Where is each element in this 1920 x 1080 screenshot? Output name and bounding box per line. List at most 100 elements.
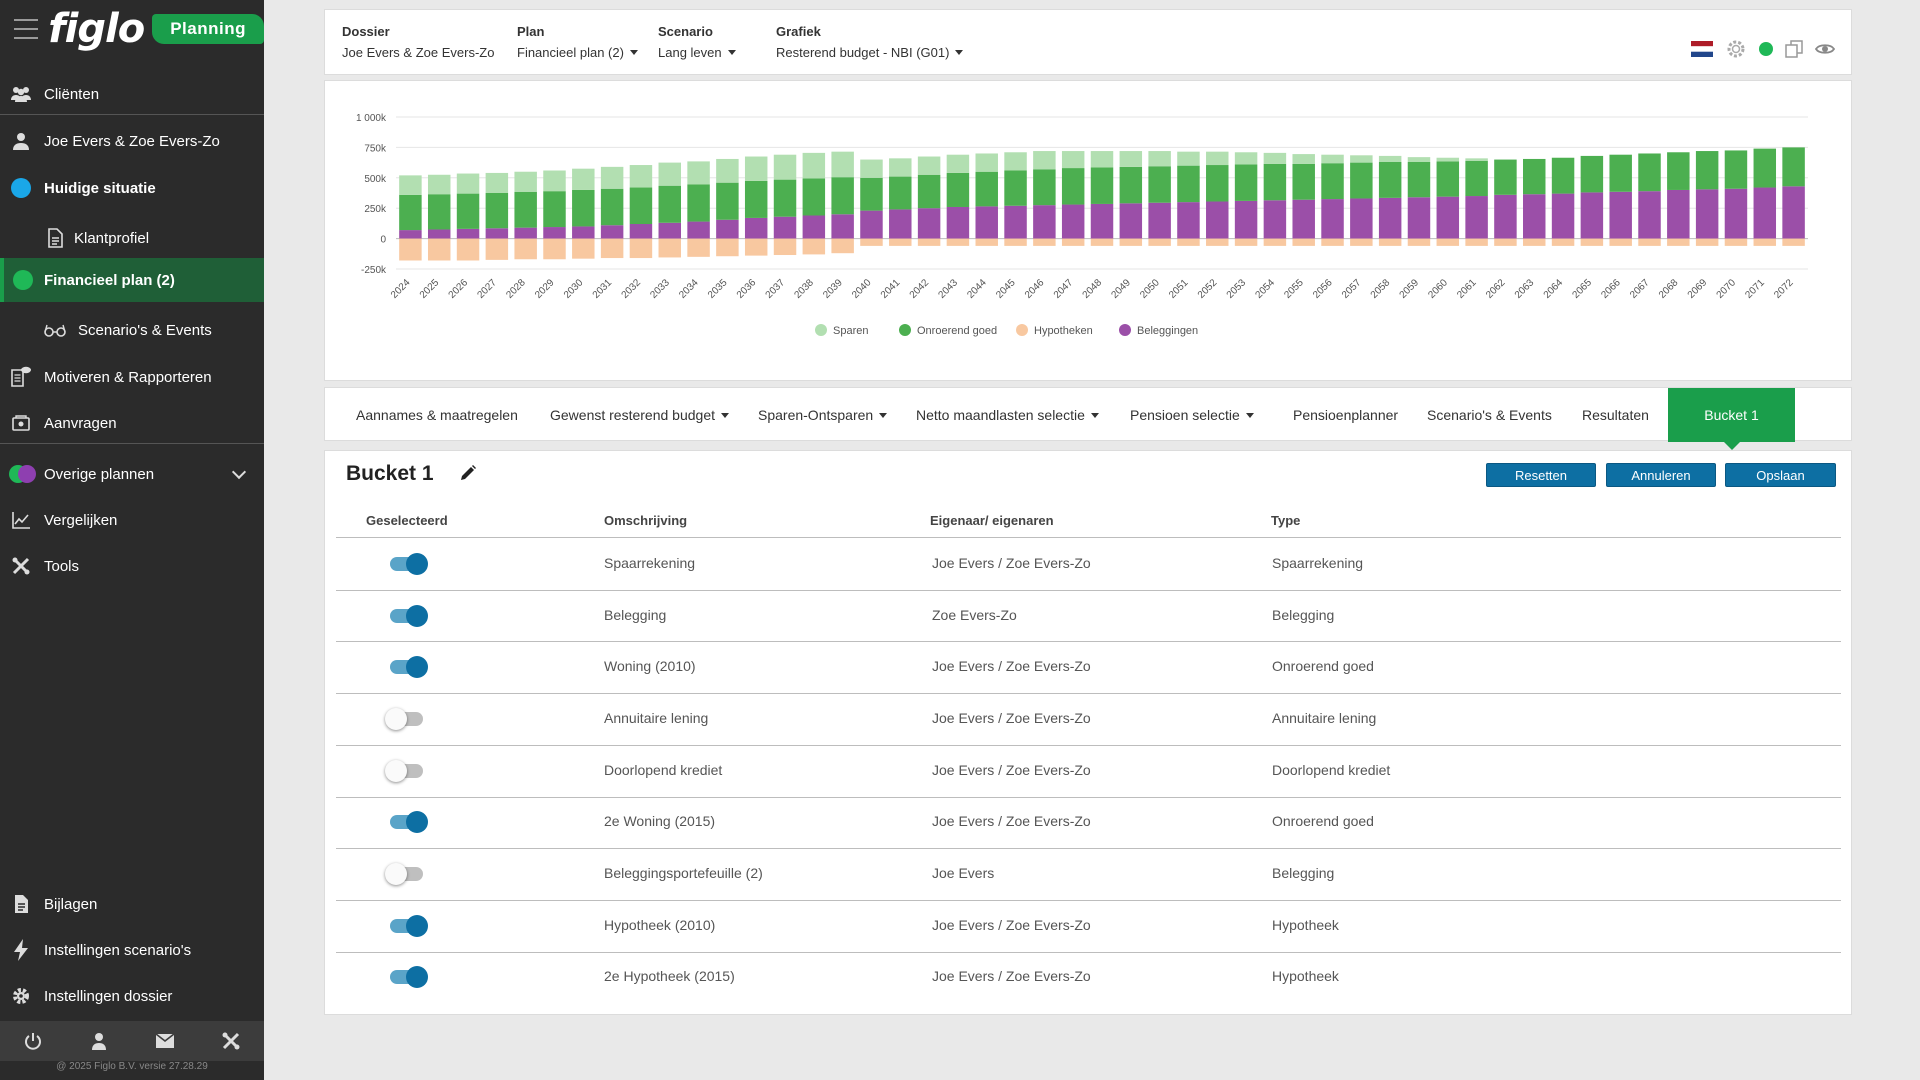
x-tick-label: 2035 xyxy=(706,277,730,301)
bar-beleggingen xyxy=(1407,197,1431,239)
sidebar-item-dossier-settings[interactable]: Instellingen dossier xyxy=(0,974,264,1018)
sidebar-item-other-plans[interactable]: Overige plannen xyxy=(0,452,264,496)
x-tick-label: 2024 xyxy=(389,277,413,301)
tab-label: Aannames & maatregelen xyxy=(356,407,518,423)
inbox-icon xyxy=(10,412,32,434)
tools-icon[interactable] xyxy=(220,1030,242,1052)
sidebar-item-scenario-settings[interactable]: Instellingen scenario's xyxy=(0,928,264,972)
sidebar-item-clients[interactable]: Cliënten xyxy=(0,72,264,116)
bar-onroerend-goed xyxy=(1782,147,1805,187)
reset-button[interactable]: Resetten xyxy=(1486,463,1596,487)
sidebar-item-compare[interactable]: Vergelijken xyxy=(0,498,264,542)
bar-sparen xyxy=(1119,151,1143,167)
mail-icon[interactable] xyxy=(154,1030,176,1052)
selected-toggle[interactable] xyxy=(390,552,428,575)
bar-onroerend-goed xyxy=(744,180,768,218)
selected-toggle[interactable] xyxy=(390,604,428,627)
sidebar-item-person[interactable]: Joe Evers & Zoe Evers-Zo xyxy=(0,119,264,163)
chart-label: Grafiek xyxy=(776,24,821,39)
sidebar-item-financial-plan[interactable]: Financieel plan (2) xyxy=(0,258,264,302)
copy-icon[interactable] xyxy=(1785,40,1803,61)
sidebar-item-tools[interactable]: Tools xyxy=(0,544,264,588)
dossier-label: Dossier xyxy=(342,24,390,39)
edit-pencil-icon[interactable] xyxy=(459,464,477,485)
tab-pension-planner[interactable]: Pensioenplanner xyxy=(1293,388,1398,442)
tab-pension-selection[interactable]: Pensioen selectie xyxy=(1130,388,1254,442)
chart-select[interactable]: Resterend budget - NBI (G01) xyxy=(776,45,964,60)
x-tick-label: 2072 xyxy=(1772,277,1796,301)
toggle-knob xyxy=(406,966,428,989)
divider xyxy=(0,114,264,115)
users-icon xyxy=(10,83,32,105)
x-tick-label: 2039 xyxy=(821,277,845,301)
bar-sparen xyxy=(1090,151,1114,168)
divider xyxy=(0,443,264,444)
eye-icon[interactable] xyxy=(1814,42,1836,59)
bar-beleggingen xyxy=(1321,199,1344,239)
bar-beleggingen xyxy=(1061,204,1085,239)
x-tick-label: 2027 xyxy=(475,277,499,301)
sidebar-item-label: Scenario's & Events xyxy=(78,321,212,339)
tab-scenarios-events[interactable]: Scenario's & Events xyxy=(1427,388,1552,442)
settings-gear-icon[interactable] xyxy=(1725,38,1747,63)
bucket-panel xyxy=(324,450,1852,1015)
sidebar-item-requests[interactable]: Aanvragen xyxy=(0,401,264,445)
selected-toggle[interactable] xyxy=(390,966,428,989)
x-tick-label: 2044 xyxy=(965,277,989,301)
save-button[interactable]: Opslaan xyxy=(1725,463,1836,487)
caret-down-icon xyxy=(955,50,964,55)
selected-toggle[interactable] xyxy=(390,811,428,834)
bar-hypotheken xyxy=(1580,238,1604,246)
bar-hypotheken xyxy=(975,238,998,246)
cancel-button[interactable]: Annuleren xyxy=(1606,463,1716,487)
bar-onroerend-goed xyxy=(543,191,566,228)
legend-label: Onroerend goed xyxy=(917,325,997,337)
sidebar-item-client-profile[interactable]: Klantprofiel xyxy=(0,216,264,260)
bar-sparen xyxy=(1350,155,1373,163)
bar-onroerend-goed xyxy=(716,182,739,220)
bar-onroerend-goed xyxy=(1263,163,1287,201)
tab-assumptions[interactable]: Aannames & maatregelen xyxy=(356,388,518,442)
column-header-selected[interactable]: Geselecteerd xyxy=(366,513,448,528)
y-tick-label: 750k xyxy=(364,143,387,154)
tab-desired-budget[interactable]: Gewenst resterend budget xyxy=(550,388,729,442)
tab-saving[interactable]: Sparen-Ontsparen xyxy=(758,388,888,442)
selected-toggle[interactable] xyxy=(390,656,428,679)
selected-toggle[interactable] xyxy=(385,759,423,782)
bar-onroerend-goed xyxy=(399,194,422,231)
sidebar-item-motivate-report[interactable]: Motiveren & Rapporteren xyxy=(0,355,264,399)
power-icon[interactable] xyxy=(22,1030,44,1052)
column-header-type[interactable]: Type xyxy=(1271,513,1301,528)
caret-down-icon xyxy=(721,412,729,418)
bar-onroerend-goed xyxy=(1667,152,1690,190)
dutch-flag-icon[interactable] xyxy=(1691,41,1713,60)
bar-sparen xyxy=(658,162,681,186)
chevron-down-icon[interactable] xyxy=(231,464,247,480)
scenario-select[interactable]: Lang leven xyxy=(658,45,736,60)
row-description: 2e Woning (2015) xyxy=(604,813,716,830)
bar-sparen xyxy=(1263,152,1287,164)
row-divider xyxy=(336,796,1841,798)
hamburger-menu-icon[interactable] xyxy=(14,19,39,39)
tab-label: Sparen-Ontsparen xyxy=(758,407,874,423)
column-header-description[interactable]: Omschrijving xyxy=(604,513,688,528)
selected-toggle[interactable] xyxy=(385,863,423,886)
row-type: Belegging xyxy=(1272,865,1335,882)
sidebar-item-current-situation[interactable]: Huidige situatie xyxy=(0,166,264,210)
selected-toggle[interactable] xyxy=(385,707,423,730)
tab-results[interactable]: Resultaten xyxy=(1582,388,1649,442)
bar-hypotheken xyxy=(1667,238,1690,246)
column-header-owners[interactable]: Eigenaar/ eigenaren xyxy=(930,513,1054,528)
sidebar-item-scenarios[interactable]: Scenario's & Events xyxy=(0,308,264,352)
bar-sparen xyxy=(1033,151,1056,170)
plan-select[interactable]: Financieel plan (2) xyxy=(517,45,638,60)
row-divider xyxy=(336,848,1841,850)
bar-hypotheken xyxy=(600,238,624,259)
selected-toggle[interactable] xyxy=(390,914,428,937)
bar-hypotheken xyxy=(1004,238,1027,246)
bar-hypotheken xyxy=(1292,238,1315,246)
sidebar-item-attachments[interactable]: Bijlagen xyxy=(0,882,264,926)
tab-net-monthly[interactable]: Netto maandlasten selectie xyxy=(916,388,1099,442)
tab-bucket-1[interactable]: Bucket 1 xyxy=(1668,388,1795,442)
user-icon[interactable] xyxy=(88,1030,110,1052)
